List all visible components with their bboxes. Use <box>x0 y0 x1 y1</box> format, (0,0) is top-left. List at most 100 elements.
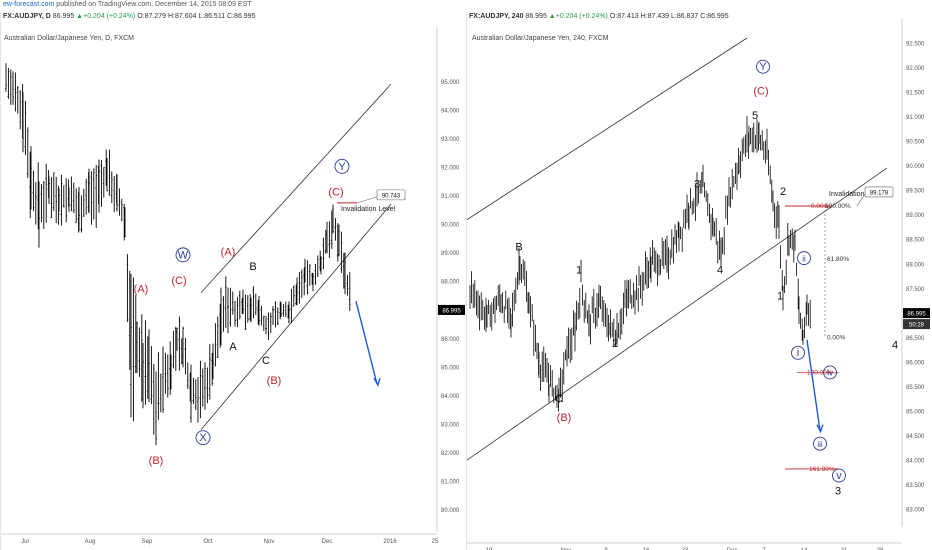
wave-label[interactable]: (C) <box>753 85 768 97</box>
price-tick-label: 91.000 <box>441 194 460 200</box>
wave-circle <box>756 59 770 74</box>
wave-label[interactable]: (B) <box>149 455 164 467</box>
price-tick-label: 91.500 <box>906 90 925 96</box>
h4-symbol[interactable]: FX:AUDJPY, 240 <box>469 13 524 20</box>
time-tick-label: 7 <box>762 548 766 550</box>
h4-chart-panel[interactable]: FX:AUDJPY, 240 86.995 ▲+0.204 (+0.24%) O… <box>466 12 932 550</box>
arrowhead-icon <box>373 377 381 387</box>
wave-label[interactable]: ii <box>802 254 806 263</box>
wave-label[interactable]: 2 <box>780 186 786 198</box>
daily-symbol[interactable]: FX:AUDJPY, D <box>3 13 51 20</box>
wave-label[interactable]: B <box>515 242 522 254</box>
wave-label[interactable]: (B) <box>557 412 572 424</box>
daily-last: C:86.995 <box>227 13 256 20</box>
price-tick-label: 89.000 <box>441 251 460 257</box>
publish-header: ew-forecast.com published on TradingView… <box>0 0 932 10</box>
wave-label[interactable]: Y <box>338 161 346 173</box>
fib-label: 161.80% <box>809 466 835 473</box>
wave-label[interactable]: C <box>262 355 270 367</box>
wave-label[interactable]: 5 <box>752 110 758 122</box>
daily-close: 86.995 <box>52 13 75 20</box>
wave-label[interactable]: iv <box>827 369 833 378</box>
wave-label[interactable]: 2 <box>612 338 618 350</box>
wave-label[interactable]: W <box>178 249 189 261</box>
fib-label: 0.00% <box>827 334 846 341</box>
price-tick-label: 84.000 <box>441 394 460 400</box>
daily-high: H:87.604 <box>167 13 197 20</box>
wave-label[interactable]: v <box>836 470 842 482</box>
wave-circle <box>334 158 350 174</box>
wave-label[interactable]: (A) <box>134 284 149 296</box>
wave-label[interactable]: i <box>797 347 799 359</box>
brand-link[interactable]: ew-forecast.com <box>3 1 55 8</box>
h4-last: C:86.995 <box>700 13 729 20</box>
channel-line[interactable] <box>200 83 392 293</box>
price-tick-label: 86.000 <box>906 360 925 366</box>
callout-leader <box>356 196 378 204</box>
wave-label[interactable]: Y <box>759 61 767 73</box>
price-tick-label: 84.500 <box>906 434 925 440</box>
wave-circle <box>832 468 846 483</box>
wave-label[interactable]: 3 <box>835 485 841 497</box>
h4-close: 86.995 <box>525 13 547 20</box>
channel-line[interactable] <box>467 167 888 461</box>
fib-label: 100.00% <box>825 203 851 210</box>
price-tick-label: 91.000 <box>906 115 925 121</box>
wave-label[interactable]: 3 <box>694 179 700 191</box>
daily-change: +0.204 (+0.24%) <box>83 13 136 20</box>
time-tick-label: Dec <box>322 539 333 545</box>
price-tick-label: 89.000 <box>906 213 925 219</box>
price-tick-label: 89.500 <box>906 189 925 195</box>
fib-label: 0.00% <box>811 203 830 210</box>
up-triangle-icon: ▲ <box>76 13 84 20</box>
time-tick-label: 28 <box>877 548 884 550</box>
time-tick-label: 25 <box>432 539 439 545</box>
price-tick-label: 81.000 <box>441 480 460 486</box>
daily-chart-panel[interactable]: FX:AUDJPY, D 86.995 ▲+0.204 (+0.24%) O:8… <box>0 12 467 550</box>
wave-label[interactable]: 4 <box>892 340 898 352</box>
wave-label[interactable]: 1 <box>777 291 783 303</box>
h4-ohlc-header: FX:AUDJPY, 240 86.995 ▲+0.204 (+0.24%) O… <box>469 13 729 20</box>
h4-high: H:87.439 <box>640 13 670 20</box>
wave-label[interactable]: (C) <box>171 275 186 287</box>
wave-label[interactable]: 4 <box>717 265 723 277</box>
wave-label[interactable]: X <box>199 432 207 444</box>
level-callout-text: 89.178 <box>870 190 889 196</box>
h4-chart-svg[interactable]: 92.500 92.000 91.500 91.000 90.500 90.000 89.5… <box>467 12 932 550</box>
level-callout-box <box>376 189 406 201</box>
wave-label[interactable]: (C) <box>328 187 343 199</box>
invalidation-label: Invalidation Level <box>341 206 396 213</box>
price-tick-label: 92.000 <box>441 165 460 171</box>
price-tick-label: 88.500 <box>906 238 925 244</box>
price-tick-label: 88.000 <box>441 280 460 286</box>
projection-arrow[interactable] <box>355 301 378 385</box>
wave-circle <box>797 251 811 266</box>
wave-label[interactable]: A <box>229 341 237 353</box>
price-tick-label: 95.000 <box>441 80 460 86</box>
last-price-text: 86.995 <box>442 308 461 314</box>
daily-ohlc-header: FX:AUDJPY, D 86.995 ▲+0.204 (+0.24%) O:8… <box>3 13 255 20</box>
wave-label[interactable]: (A) <box>221 247 236 259</box>
wave-circle <box>791 345 805 360</box>
wave-label[interactable]: 1 <box>576 265 582 277</box>
time-tick-label: 14 <box>801 548 808 550</box>
fib-label: 100.00% <box>807 370 833 377</box>
channel-line[interactable] <box>467 37 748 220</box>
price-tick-label: 87.500 <box>906 287 925 293</box>
wave-circle <box>195 430 211 446</box>
wave-circle <box>823 365 837 380</box>
wave-label[interactable]: iii <box>817 440 823 449</box>
wave-label[interactable]: C <box>555 393 563 405</box>
price-tick-label: 88.000 <box>906 262 925 268</box>
price-tick-label: 83.000 <box>441 423 460 429</box>
price-tick-label: 83.000 <box>906 508 925 514</box>
projection-arrow[interactable] <box>806 339 821 431</box>
price-tick-label: 86.500 <box>906 336 925 342</box>
wave-label[interactable]: (B) <box>267 375 282 387</box>
time-tick-label: 19 <box>486 548 493 550</box>
daily-subtitle: Australian Dollar/Japanese Yen, D, FXCM <box>4 35 134 42</box>
wave-label[interactable]: B <box>249 261 256 273</box>
daily-chart-svg[interactable]: 95.000 94.000 93.000 92.000 91.000 90.000 89.0… <box>1 12 467 550</box>
channel-line[interactable] <box>200 203 392 431</box>
price-tick-label: 82.000 <box>441 451 460 457</box>
